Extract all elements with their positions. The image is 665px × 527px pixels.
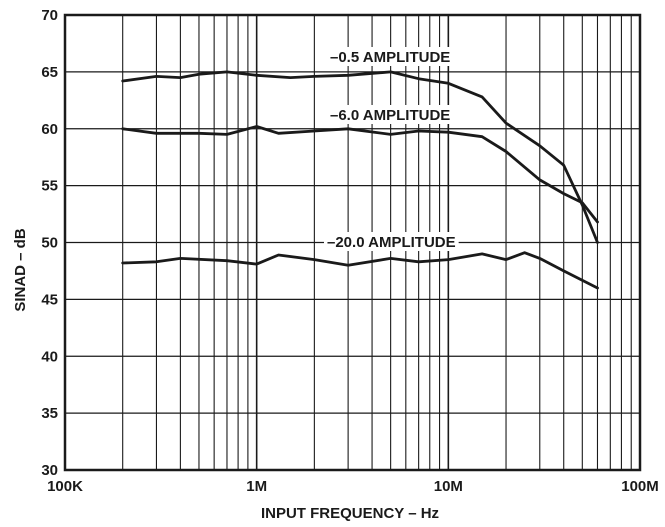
- y-tick-label: 50: [41, 235, 58, 252]
- y-tick-label: 55: [41, 178, 58, 195]
- series-label-2: –20.0 AMPLITUDE: [327, 234, 456, 251]
- series-label-0: –0.5 AMPLITUDE: [330, 49, 450, 66]
- x-tick-labels: 100K 1M 10M 100M: [47, 478, 659, 495]
- y-tick-label: 65: [41, 64, 58, 81]
- x-tick-label: 1M: [246, 478, 267, 495]
- y-tick-label: 70: [41, 7, 58, 24]
- series-label-1: –6.0 AMPLITUDE: [330, 107, 450, 124]
- y-tick-labels: 30 35 40 45 50 55 60 65 70: [41, 7, 58, 479]
- annotation-background: [327, 47, 454, 66]
- y-tick-label: 45: [41, 291, 58, 308]
- series-lines: [121, 70, 599, 290]
- series-line-0: [121, 70, 599, 244]
- series-annotations: –0.5 AMPLITUDE –6.0 AMPLITUDE –20.0 AMPLIT…: [324, 47, 459, 251]
- y-tick-label: 60: [41, 121, 58, 138]
- series-line-1: [121, 125, 599, 224]
- plot-frame: [63, 13, 642, 472]
- annotation-background: [327, 105, 454, 124]
- annotation-background: [324, 232, 459, 251]
- y-axis-title: SINAD – dB: [12, 228, 29, 312]
- x-tick-label: 100M: [621, 478, 659, 495]
- y-tick-label: 40: [41, 348, 58, 365]
- x-axis-title: INPUT FREQUENCY – Hz: [261, 505, 439, 522]
- x-tick-label: 100K: [47, 478, 83, 495]
- y-tick-label: 35: [41, 405, 58, 422]
- series-line-2: [121, 251, 599, 290]
- y-tick-label: 30: [41, 462, 58, 479]
- x-tick-label: 10M: [434, 478, 463, 495]
